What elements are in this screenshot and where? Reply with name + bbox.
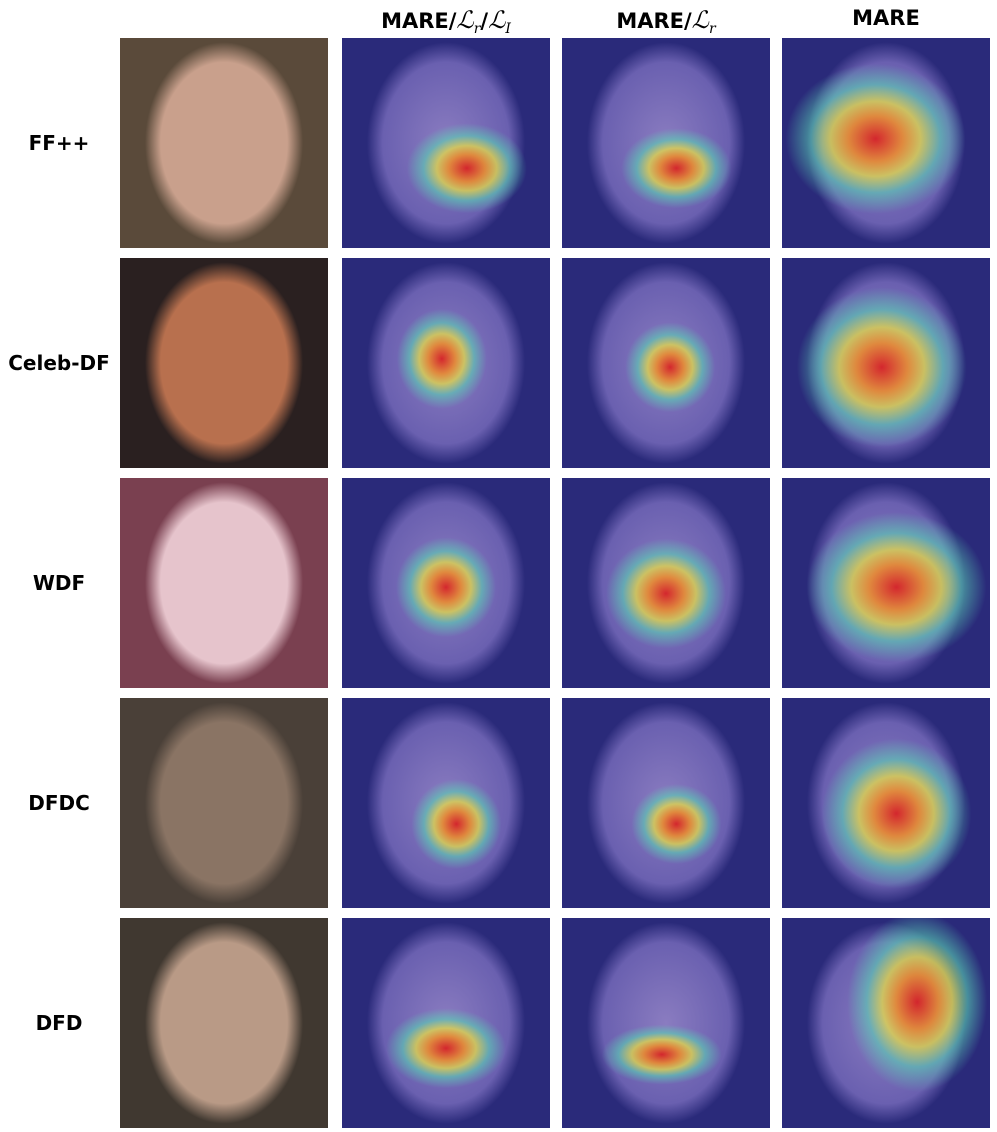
- loss-subscript: r: [473, 21, 481, 38]
- column-header: MARE/ℒr: [562, 6, 770, 38]
- heatmap: [562, 478, 770, 688]
- row-label: WDF: [32, 571, 86, 595]
- row-label: DFD: [35, 1011, 83, 1035]
- header-text: MARE/: [616, 9, 692, 33]
- heatmap: [562, 258, 770, 468]
- column-header: MARE/ℒr/ℒI: [342, 6, 550, 38]
- row-label: Celeb-DF: [8, 351, 110, 375]
- heatmap: [342, 698, 550, 908]
- loss-symbol: ℒ: [488, 6, 506, 34]
- header-text: /: [480, 9, 489, 33]
- loss-symbol: ℒ: [691, 6, 709, 34]
- face-image: [120, 38, 328, 248]
- loss-symbol: ℒ: [456, 6, 474, 34]
- heatmap: [782, 918, 990, 1128]
- column-header: MARE: [782, 6, 990, 36]
- heatmap: [562, 918, 770, 1128]
- header-text: MARE/: [381, 9, 457, 33]
- heatmap: [562, 38, 770, 248]
- row-label: DFDC: [28, 791, 90, 815]
- loss-subscript: I: [505, 21, 511, 38]
- row-label: FF++: [28, 131, 90, 155]
- heatmap: [782, 258, 990, 468]
- face-image: [120, 478, 328, 688]
- heatmap: [342, 38, 550, 248]
- face-image: [120, 698, 328, 908]
- loss-subscript: r: [708, 21, 716, 38]
- face-image: [120, 258, 328, 468]
- heatmap: [782, 698, 990, 908]
- heatmap: [342, 478, 550, 688]
- heatmap: [782, 478, 990, 688]
- header-text: MARE: [852, 6, 920, 30]
- heatmap: [562, 698, 770, 908]
- heatmap: [342, 918, 550, 1128]
- face-image: [120, 918, 328, 1128]
- heatmap: [782, 38, 990, 248]
- heatmap: [342, 258, 550, 468]
